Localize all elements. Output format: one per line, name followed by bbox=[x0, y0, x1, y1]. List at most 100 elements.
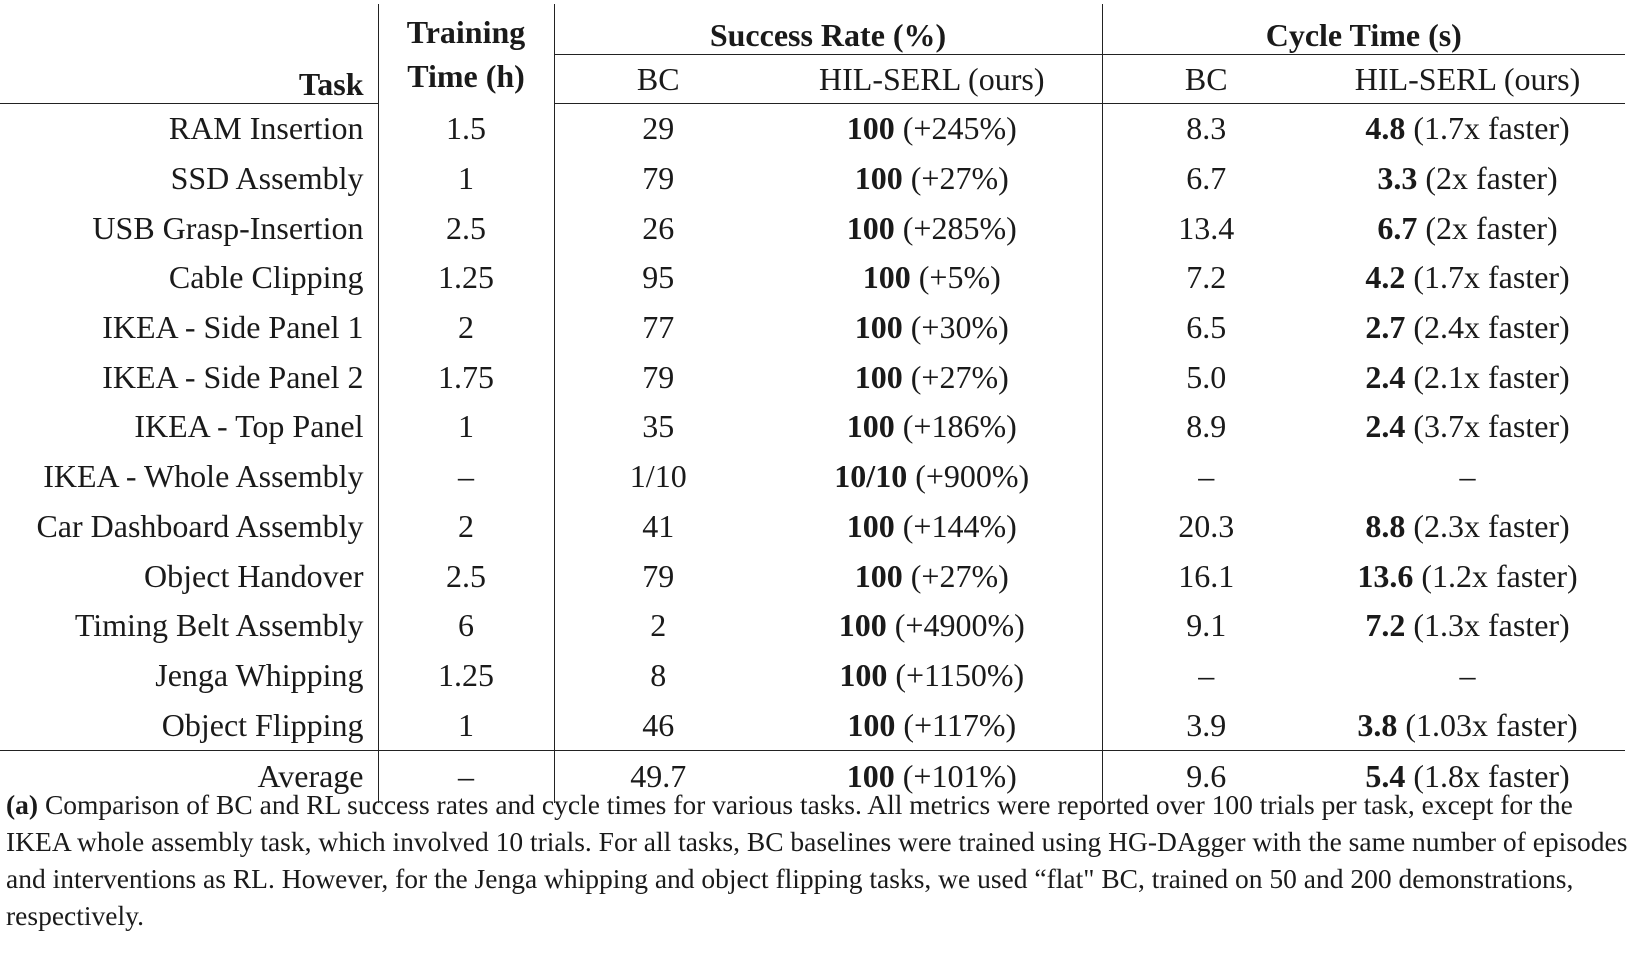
bc-cycle-cell: 9.1 bbox=[1186, 607, 1227, 644]
header-task: Task bbox=[0, 54, 379, 104]
header-sr-bc: BC bbox=[554, 54, 762, 104]
hil-serl-success-value: 100 bbox=[846, 507, 895, 544]
hil-serl-success-cell: 100 (+4900%) bbox=[762, 600, 1103, 651]
hil-serl-cycle-speedup: (1.3x faster) bbox=[1405, 607, 1570, 644]
hil-serl-success-value: 100 bbox=[846, 110, 895, 147]
hil-serl-success-cell: 100 (+27%) bbox=[762, 551, 1103, 601]
training-time-cell: – bbox=[378, 451, 555, 502]
header-training-time-line2: Time (h) bbox=[407, 57, 525, 94]
hil-serl-success-value: 100 bbox=[846, 758, 895, 795]
task-cell: IKEA - Side Panel 2 bbox=[0, 352, 379, 403]
hil-serl-cycle-cell: 13.6 (1.2x faster) bbox=[1310, 551, 1625, 601]
bc-success-cell: 79 bbox=[642, 557, 675, 594]
hil-serl-cycle-speedup: (2.4x faster) bbox=[1405, 309, 1570, 346]
hil-serl-cycle-speedup: (1.8x faster) bbox=[1405, 758, 1570, 795]
results-table: Training Time (h) Success Rate (%) Cycle… bbox=[0, 4, 1626, 803]
task-cell: SSD Assembly bbox=[0, 153, 379, 204]
hil-serl-cycle-cell: 2.4 (3.7x faster) bbox=[1310, 402, 1625, 452]
header-sr-hil-serl: HIL-SERL (ours) bbox=[762, 54, 1103, 104]
table-row: IKEA - Top Panel 1 35 100 (+186%) 8.9 2.4 (3.… bbox=[0, 402, 1625, 452]
hil-serl-success-cell: 100 (+101%) bbox=[762, 749, 1103, 803]
hil-serl-success-cell: 100 (+285%) bbox=[762, 203, 1103, 254]
hil-serl-cycle-value: 4.8 bbox=[1365, 110, 1406, 147]
hil-serl-success-cell: 100 (+245%) bbox=[762, 103, 1103, 154]
bc-success-cell: 35 bbox=[642, 408, 675, 445]
hil-serl-success-improvement: (+30%) bbox=[902, 309, 1009, 346]
header-cycle-time: Cycle Time (s) bbox=[1102, 4, 1626, 55]
hil-serl-cycle-value: 13.6 bbox=[1357, 557, 1414, 594]
hil-serl-cycle-cell: – bbox=[1310, 452, 1625, 502]
table-row: RAM Insertion 1.5 29 100 (+245%) 8.3 4.8 (1.7… bbox=[0, 103, 1625, 154]
hil-serl-cycle-speedup: – bbox=[1459, 656, 1476, 693]
hil-serl-success-value: 10/10 bbox=[834, 458, 908, 495]
task-cell: Object Flipping bbox=[0, 700, 379, 751]
hil-serl-cycle-cell: 4.2 (1.7x faster) bbox=[1310, 253, 1625, 303]
caption-text: Comparison of BC and RL success rates an… bbox=[6, 789, 1628, 931]
hil-serl-cycle-cell: 2.4 (2.1x faster) bbox=[1310, 352, 1625, 402]
bc-success-cell: 49.7 bbox=[554, 749, 762, 803]
hil-serl-success-improvement: (+186%) bbox=[894, 408, 1017, 445]
hil-serl-success-improvement: (+5%) bbox=[910, 259, 1001, 296]
table-row: Object Flipping 1 46 100 (+117%) 3.9 3.8 (1.0… bbox=[0, 700, 1625, 751]
bc-cycle-cell: 16.1 bbox=[1178, 557, 1235, 594]
hil-serl-cycle-value: 5.4 bbox=[1365, 758, 1406, 795]
hil-serl-cycle-value: 2.7 bbox=[1365, 309, 1406, 346]
header-training-time: Training Time (h) bbox=[378, 4, 555, 104]
task-cell: Car Dashboard Assembly bbox=[0, 501, 379, 552]
hil-serl-cycle-value: 3.8 bbox=[1357, 706, 1398, 743]
hil-serl-success-improvement: (+27%) bbox=[902, 557, 1009, 594]
bc-cycle-cell: 8.3 bbox=[1186, 110, 1227, 147]
hil-serl-cycle-value: 3.3 bbox=[1377, 160, 1418, 197]
hil-serl-cycle-cell: 6.7 (2x faster) bbox=[1310, 203, 1625, 253]
task-cell: Cable Clipping bbox=[0, 253, 379, 303]
hil-serl-success-value: 100 bbox=[838, 607, 887, 644]
hil-serl-cycle-speedup: (2.1x faster) bbox=[1405, 358, 1570, 395]
hil-serl-success-improvement: (+4900%) bbox=[886, 607, 1025, 644]
task-cell: IKEA - Top Panel bbox=[0, 402, 379, 452]
hil-serl-success-value: 100 bbox=[854, 358, 903, 395]
table-caption: (a) Comparison of BC and RL success rate… bbox=[6, 786, 1631, 934]
bc-success-cell: 1/10 bbox=[629, 458, 687, 495]
bc-cycle-cell: 5.0 bbox=[1186, 358, 1227, 395]
hil-serl-success-value: 100 bbox=[846, 408, 895, 445]
training-time-cell: 1 bbox=[378, 153, 555, 204]
bc-cycle-cell: 13.4 bbox=[1178, 209, 1235, 246]
bc-cycle-cell: 9.6 bbox=[1102, 749, 1311, 803]
hil-serl-cycle-cell: 3.3 (2x faster) bbox=[1310, 154, 1625, 204]
header-row-top: Training Time (h) Success Rate (%) Cycle… bbox=[0, 4, 1626, 104]
hil-serl-success-cell: 10/10 (+900%) bbox=[762, 451, 1103, 502]
table-row: IKEA - Side Panel 1 2 77 100 (+30%) 6.5 2.7 (… bbox=[0, 302, 1625, 353]
hil-serl-cycle-cell: 7.2 (1.3x faster) bbox=[1310, 601, 1625, 651]
hil-serl-success-cell: 100 (+30%) bbox=[762, 302, 1103, 353]
table-row: Cable Clipping 1.25 95 100 (+5%) 7.2 4.2 (1.7… bbox=[0, 253, 1625, 303]
hil-serl-cycle-value: 8.8 bbox=[1365, 507, 1406, 544]
bc-success-cell: 95 bbox=[642, 259, 675, 296]
training-time-cell: 1.25 bbox=[378, 650, 555, 701]
hil-serl-cycle-cell: 5.4 (1.8x faster) bbox=[1310, 749, 1626, 803]
hil-serl-success-value: 100 bbox=[854, 309, 903, 346]
bc-cycle-cell: 6.5 bbox=[1186, 309, 1227, 346]
table-row: IKEA - Side Panel 2 1.75 79 100 (+27%) 5.0 2.… bbox=[0, 352, 1625, 403]
hil-serl-cycle-speedup: (1.7x faster) bbox=[1405, 259, 1570, 296]
hil-serl-success-value: 100 bbox=[854, 160, 903, 197]
hil-serl-cycle-value: 6.7 bbox=[1377, 209, 1418, 246]
bc-success-cell: 8 bbox=[650, 656, 667, 693]
bc-cycle-cell: 8.9 bbox=[1186, 408, 1227, 445]
bc-cycle-cell: 3.9 bbox=[1186, 706, 1227, 743]
task-cell: RAM Insertion bbox=[0, 103, 379, 154]
header-empty-cell bbox=[0, 4, 379, 55]
table-row: Object Handover 2.5 79 100 (+27%) 16.1 13.6 (… bbox=[0, 551, 1625, 601]
header-ct-bc: BC bbox=[1102, 54, 1311, 104]
hil-serl-cycle-speedup: (1.2x faster) bbox=[1413, 557, 1578, 594]
hil-serl-success-cell: 100 (+117%) bbox=[762, 700, 1103, 751]
hil-serl-success-improvement: (+27%) bbox=[902, 160, 1009, 197]
training-time-cell: 2.5 bbox=[378, 551, 555, 601]
task-cell: IKEA - Side Panel 1 bbox=[0, 302, 379, 353]
table-row: Car Dashboard Assembly 2 41 100 (+144%) 20.3… bbox=[0, 501, 1625, 552]
task-cell: Jenga Whipping bbox=[0, 650, 379, 701]
hil-serl-success-improvement: (+117%) bbox=[895, 706, 1017, 743]
header-success-rate: Success Rate (%) bbox=[554, 4, 1103, 55]
hil-serl-cycle-cell: 3.8 (1.03x faster) bbox=[1310, 700, 1625, 750]
training-time-cell: 1 bbox=[378, 700, 555, 751]
